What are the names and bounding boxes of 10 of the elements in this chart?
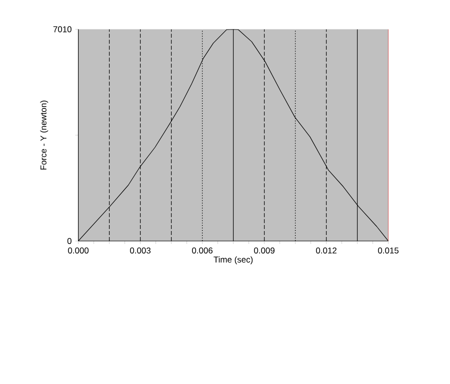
y-tick-label: 0 xyxy=(67,238,72,244)
x-tick-label: 0.000 xyxy=(68,248,89,254)
x-axis-title: Time (sec) xyxy=(214,256,253,264)
y-axis-title: Force - Y (newton) xyxy=(40,100,48,170)
x-tick-label: 0.006 xyxy=(192,248,213,254)
x-tick-label: 0.015 xyxy=(378,248,399,254)
y-tick-label: 7010 xyxy=(53,26,72,32)
x-tick-label: 0.009 xyxy=(254,248,275,254)
x-tick-label: 0.012 xyxy=(316,248,336,254)
x-tick-label: 0.003 xyxy=(130,248,151,254)
